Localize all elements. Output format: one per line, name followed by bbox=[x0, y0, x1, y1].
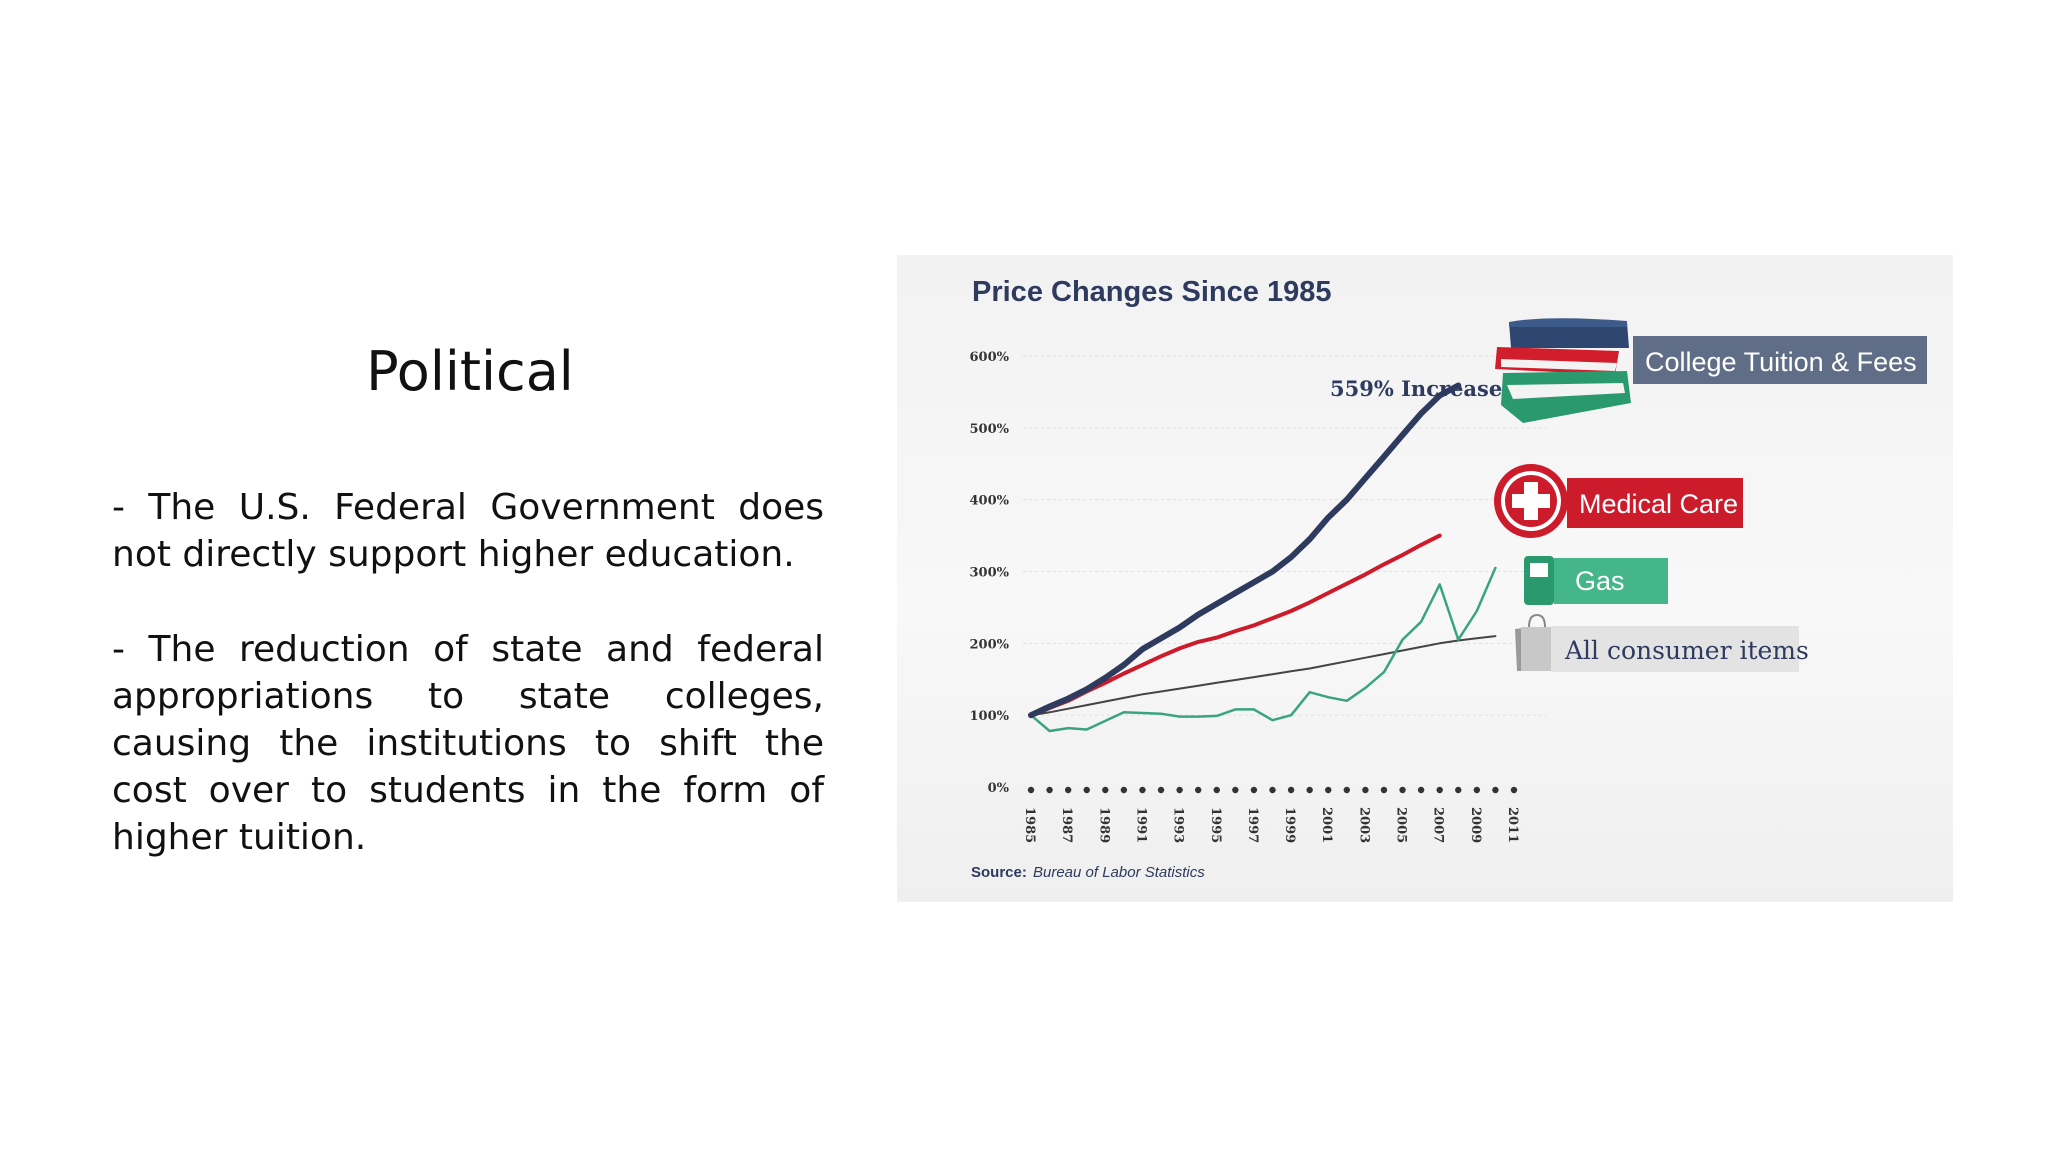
legend-all-consumer-items-label: All consumer items bbox=[1564, 636, 1809, 665]
x-axis-dot bbox=[1213, 786, 1220, 794]
bullet-appropriations: - The reduction of state and federal app… bbox=[112, 629, 824, 858]
x-axis-dot bbox=[1120, 786, 1128, 794]
x-axis-dot bbox=[1250, 786, 1258, 794]
x-tick-label: 2001 bbox=[1319, 807, 1334, 843]
x-tick-label: 2005 bbox=[1394, 807, 1409, 843]
chart-canvas: Price Changes Since 1985 0% 100% 200% 300% 4… bbox=[970, 276, 1927, 881]
shopping-bag-icon bbox=[1515, 613, 1551, 671]
y-tick-label: 200% bbox=[970, 637, 1010, 652]
bullet-federal-support: - The U.S. Federal Government does not d… bbox=[112, 487, 824, 575]
x-axis-dot bbox=[1436, 786, 1443, 794]
x-tick-label: 1989 bbox=[1096, 807, 1111, 843]
legend-college-tuition: College Tuition & Fees bbox=[1633, 336, 1927, 384]
series-line-medical-care bbox=[1029, 533, 1442, 718]
legend-college-tuition-label: College Tuition & Fees bbox=[1645, 347, 1917, 377]
x-axis-dot bbox=[1027, 786, 1035, 794]
y-tick-label: 400% bbox=[970, 494, 1010, 509]
x-tick-label: 1993 bbox=[1171, 807, 1186, 843]
legend-gas: Gas bbox=[1554, 558, 1668, 604]
chart-title: Price Changes Since 1985 bbox=[972, 276, 1331, 308]
books-icon bbox=[1495, 318, 1631, 423]
x-axis-dot bbox=[1362, 786, 1369, 794]
x-axis-dot bbox=[1046, 786, 1053, 794]
x-axis-dot bbox=[1064, 786, 1072, 794]
x-tick-label: 1999 bbox=[1282, 807, 1297, 843]
y-tick-label: 0% bbox=[988, 781, 1010, 796]
x-axis-dot bbox=[1157, 786, 1165, 794]
x-tick-label: 2003 bbox=[1356, 807, 1371, 843]
x-axis-dot bbox=[1139, 786, 1146, 794]
x-axis-dot bbox=[1232, 786, 1239, 794]
y-tick-label: 600% bbox=[970, 350, 1010, 365]
x-axis-dot bbox=[1269, 786, 1276, 794]
x-tick-label: 1985 bbox=[1022, 807, 1037, 843]
x-tick-label: 2009 bbox=[1468, 807, 1483, 843]
y-tick-label: 300% bbox=[970, 566, 1010, 581]
series-line-gas bbox=[1029, 566, 1497, 733]
slide-title: Political bbox=[366, 340, 574, 403]
x-axis-dot bbox=[1325, 786, 1332, 794]
x-axis-dot bbox=[1473, 786, 1481, 794]
legend-medical-care-label: Medical Care bbox=[1579, 489, 1738, 519]
x-tick-label: 2011 bbox=[1505, 807, 1520, 843]
legend-medical-care: Medical Care bbox=[1567, 478, 1743, 528]
x-axis-dot bbox=[1343, 786, 1351, 794]
increase-annotation: 559% Increase bbox=[1330, 376, 1502, 401]
x-axis-dot bbox=[1306, 786, 1313, 794]
x-axis-dot bbox=[1380, 786, 1388, 794]
x-axis-dot bbox=[1510, 786, 1518, 794]
x-axis-dot bbox=[1083, 786, 1090, 794]
x-tick-label: 1995 bbox=[1208, 807, 1223, 843]
x-axis-dot bbox=[1417, 786, 1425, 794]
price-changes-chart: Price Changes Since 1985 0% 100% 200% 300% 4… bbox=[897, 255, 1953, 902]
source-text: Bureau of Labor Statistics bbox=[1033, 864, 1205, 881]
series-line-college-tuition-fees bbox=[1028, 382, 1462, 719]
x-tick-label: 1987 bbox=[1059, 807, 1074, 843]
legend-all-consumer-items: All consumer items bbox=[1551, 626, 1809, 672]
x-tick-label: 2007 bbox=[1431, 807, 1446, 843]
x-axis-dot bbox=[1399, 786, 1406, 794]
x-axis-dot bbox=[1194, 786, 1202, 794]
x-axis-dot bbox=[1492, 786, 1499, 794]
x-axis-dot bbox=[1176, 786, 1183, 794]
x-tick-label: 1991 bbox=[1133, 807, 1148, 843]
x-axis-dot bbox=[1287, 786, 1295, 794]
source-label: Source: bbox=[971, 864, 1027, 881]
x-axis-dot bbox=[1102, 786, 1109, 794]
x-tick-label: 1997 bbox=[1245, 807, 1260, 843]
medical-cross-icon bbox=[1494, 464, 1568, 538]
legend-gas-label: Gas bbox=[1575, 566, 1625, 596]
series-line-all-consumer-items bbox=[1030, 635, 1497, 717]
y-tick-label: 100% bbox=[970, 709, 1010, 724]
y-tick-label: 500% bbox=[970, 422, 1010, 437]
x-axis-dot bbox=[1455, 786, 1462, 794]
